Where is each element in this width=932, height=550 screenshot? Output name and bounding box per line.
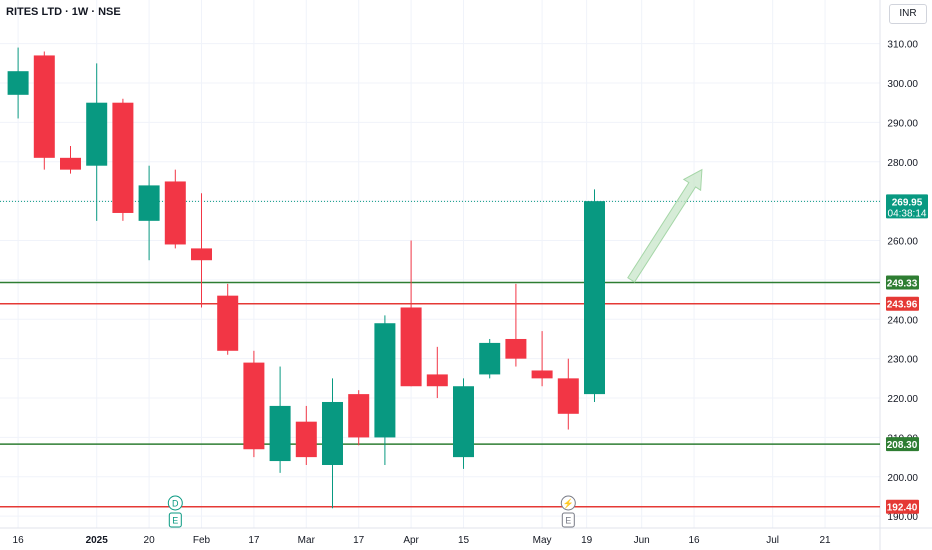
x-tick-label: May bbox=[533, 535, 552, 546]
earnings-marker-icon[interactable] bbox=[561, 512, 575, 528]
countdown-label: 04:38:14 bbox=[888, 208, 927, 219]
candle-body[interactable] bbox=[374, 323, 396, 438]
level-label-box bbox=[886, 296, 919, 311]
x-tick-label: Feb bbox=[193, 535, 211, 546]
y-tick-label: 240.00 bbox=[887, 315, 918, 326]
candle-body[interactable] bbox=[243, 362, 265, 450]
y-tick-label: 290.00 bbox=[887, 118, 918, 129]
y-tick-label: 230.00 bbox=[887, 355, 918, 366]
x-tick-label: 17 bbox=[248, 535, 260, 546]
last-price-label: 269.95 bbox=[892, 197, 923, 208]
x-tick-label: 19 bbox=[581, 535, 593, 546]
candle-body[interactable] bbox=[453, 386, 474, 458]
candle-body[interactable] bbox=[400, 307, 422, 387]
candle-body[interactable] bbox=[191, 248, 212, 261]
symbol-title[interactable]: RITES LTD · 1W · NSE bbox=[6, 6, 121, 18]
trend-arrow[interactable] bbox=[623, 164, 711, 285]
y-tick-label: 260.00 bbox=[887, 237, 918, 248]
level-label: 208.30 bbox=[887, 440, 918, 451]
y-tick-label: 300.00 bbox=[887, 79, 918, 90]
candle-body[interactable] bbox=[295, 421, 317, 458]
candle-body[interactable] bbox=[33, 55, 55, 158]
level-label: 249.33 bbox=[887, 279, 918, 290]
candle-body[interactable] bbox=[217, 295, 239, 351]
level-label-box bbox=[886, 275, 919, 290]
level-label-box bbox=[886, 437, 919, 452]
earnings-marker-label: E bbox=[172, 516, 178, 526]
x-tick-label: 17 bbox=[353, 535, 365, 546]
x-tick-label: Jul bbox=[766, 535, 779, 546]
x-tick-label: 21 bbox=[819, 535, 831, 546]
y-tick-label: 200.00 bbox=[887, 473, 918, 484]
level-label-box bbox=[886, 499, 919, 514]
split-marker-icon[interactable] bbox=[560, 495, 576, 511]
dividend-marker-label: D bbox=[172, 499, 179, 509]
trend-arrow-shape bbox=[627, 168, 703, 283]
candle-body[interactable] bbox=[348, 394, 370, 438]
x-tick-label: 20 bbox=[144, 535, 156, 546]
candle-body[interactable] bbox=[531, 370, 553, 379]
dividend-marker-icon[interactable] bbox=[167, 495, 183, 511]
candle-body[interactable] bbox=[426, 374, 448, 387]
level-label: 243.96 bbox=[887, 300, 918, 311]
candle-body[interactable] bbox=[322, 401, 343, 465]
last-price-box bbox=[886, 194, 928, 219]
earnings-marker-label: E bbox=[565, 516, 571, 526]
candle-body[interactable] bbox=[86, 102, 108, 166]
earnings-marker-icon[interactable] bbox=[168, 512, 182, 528]
candle-body[interactable] bbox=[138, 185, 160, 221]
candle-body[interactable] bbox=[479, 342, 501, 375]
x-tick-label: Jun bbox=[634, 535, 650, 546]
candle-body[interactable] bbox=[7, 71, 29, 95]
x-tick-label: Apr bbox=[403, 535, 419, 546]
candle-body[interactable] bbox=[505, 338, 527, 359]
y-tick-label: 190.00 bbox=[887, 512, 918, 523]
y-tick-label: 220.00 bbox=[887, 394, 918, 405]
x-tick-label: Mar bbox=[298, 535, 316, 546]
candle-body[interactable] bbox=[584, 201, 605, 395]
candle-body[interactable] bbox=[60, 157, 81, 170]
candle-body[interactable] bbox=[164, 181, 186, 245]
split-marker-label: ⚡ bbox=[563, 498, 574, 510]
level-label: 192.40 bbox=[887, 503, 918, 514]
candle-body[interactable] bbox=[557, 378, 579, 414]
candle-body[interactable] bbox=[269, 405, 291, 462]
x-tick-label: 2025 bbox=[86, 535, 109, 546]
candle-body[interactable] bbox=[112, 102, 134, 213]
y-tick-label: 310.00 bbox=[887, 40, 918, 51]
x-tick-label: 16 bbox=[13, 535, 25, 546]
currency-button[interactable]: INR bbox=[889, 4, 927, 24]
x-tick-label: 15 bbox=[458, 535, 470, 546]
x-tick-label: 16 bbox=[688, 535, 700, 546]
y-tick-label: 280.00 bbox=[887, 158, 918, 169]
